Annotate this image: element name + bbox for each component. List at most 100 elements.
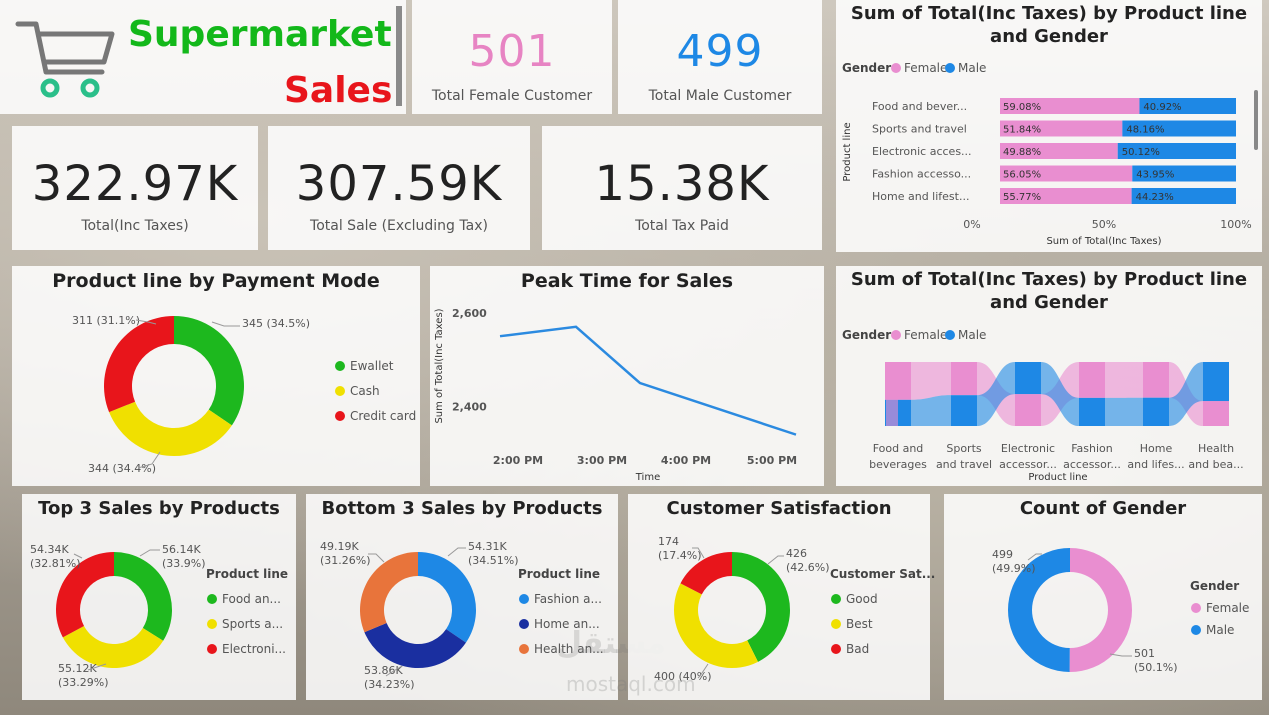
legend-marker (891, 330, 901, 340)
data-label: 501 (1134, 647, 1155, 660)
donut-slice (104, 316, 174, 413)
legend-marker (519, 594, 529, 604)
bar-label-female: 55.77% (1003, 192, 1041, 203)
category-label: Fashion accesso... (872, 168, 971, 181)
leader-line (137, 451, 161, 469)
legend-title: Product line (518, 567, 600, 581)
legend-label: Female (1206, 601, 1249, 615)
header-panel: Supermarket Sales (0, 0, 406, 114)
leader-line (385, 665, 403, 677)
donut-slice (732, 552, 790, 662)
legend-label: Sports a... (222, 617, 283, 631)
kpi-female-label: Total Female Customer (431, 88, 593, 104)
data-label: 344 (34.4%) (88, 462, 156, 475)
legend-label: Bad (846, 642, 869, 656)
satisfaction-donut-chart: Customer Sat... Good Best Bad 426(42.6%) 400 … (654, 535, 935, 683)
donut-slice (418, 552, 476, 643)
data-label: 174 (658, 535, 679, 548)
leader-line (87, 663, 107, 671)
x-axis-label: Product line (1028, 472, 1087, 483)
bar-female (1000, 120, 1123, 137)
donut-slice (360, 552, 418, 633)
bar-female (1000, 165, 1133, 182)
ribbon-bar (1015, 394, 1041, 426)
donut-slice (109, 401, 232, 456)
payment-donut-chart: Ewallet Cash Credit card 345 (34.5%) 311 (31… (72, 314, 416, 475)
category-label: Health (1198, 442, 1234, 455)
kpi-male-label: Total Male Customer (648, 88, 792, 104)
legend-marker (831, 619, 841, 629)
y-axis-label: Sum of Total(Inc Taxes) (434, 308, 445, 423)
category-label: Fashion (1071, 442, 1113, 455)
leader-line (368, 553, 385, 563)
data-label: 311 (31.1%) (72, 314, 140, 327)
line-series (499, 325, 797, 436)
x-tick-label: 5:00 PM (747, 454, 797, 467)
kpi-female-value: 501 (468, 26, 556, 77)
leader-line (73, 553, 83, 559)
legend-marker (1191, 603, 1201, 613)
category-label: Sports and travel (872, 123, 967, 136)
data-label: (34.51%) (468, 554, 519, 567)
x-tick-label: 2:00 PM (493, 454, 543, 467)
category-label: Sports (946, 442, 982, 455)
category-label: Electronic (1001, 442, 1055, 455)
legend-marker (335, 411, 345, 421)
data-label: (33.9%) (162, 557, 206, 570)
top3-donut-chart: Product line Food an... Sports a... Electro… (30, 543, 288, 689)
bottom3-panel: Bottom 3 Sales by Products Product line F… (306, 494, 666, 700)
data-label: 345 (34.5%) (242, 317, 310, 330)
legend-label: Best (846, 617, 873, 631)
category-label: Home (1140, 442, 1173, 455)
bar-male (1139, 98, 1236, 114)
legend-marker (891, 63, 901, 73)
top3-title: Top 3 Sales by Products (38, 498, 280, 519)
kpi-total-sale-value: 307.59K (295, 156, 503, 212)
legend-marker (207, 644, 217, 654)
peak-line-panel: Peak Time for Sales 2,400 2,600 2:00 PM 3:0… (430, 266, 824, 486)
bar-label-male: 48.16% (1126, 125, 1164, 136)
dashboard-title-line2: Sales (284, 70, 393, 111)
data-label: (42.6%) (786, 561, 830, 574)
data-label: (50.1%) (1134, 661, 1178, 674)
category-label: Home and lifest... (872, 190, 969, 203)
x-tick-label: 0% (963, 218, 980, 231)
kpi-total-inc-label: Total(Inc Taxes) (81, 218, 189, 234)
kpi-total-inc-value: 322.97K (31, 156, 239, 212)
data-label: 54.34K (30, 543, 69, 556)
y-tick-label: 2,400 (452, 401, 487, 414)
leader-line (1027, 553, 1042, 561)
gender-bar-chart: Gender Female Male Food and bever... 59.08% 4… (842, 61, 1252, 247)
category-label: accessor... (999, 458, 1057, 471)
data-label: 56.14K (162, 543, 201, 556)
scrollbar[interactable] (1254, 90, 1258, 150)
x-tick-label: 50% (1092, 218, 1116, 231)
ribbon-chart: Gender Female Male Food and beverages Sports a… (842, 328, 1244, 483)
donut-slice (1069, 548, 1132, 672)
bar-label-male: 50.12% (1122, 147, 1160, 158)
shopping-cart-icon (15, 21, 115, 98)
bar-label-male: 44.23% (1136, 192, 1174, 203)
legend-title: Gender (842, 328, 891, 342)
data-label: (33.29%) (58, 676, 109, 689)
gender-count-panel: Count of Gender Gender Female Male 501 (50.1… (944, 494, 1262, 700)
legend-marker (945, 330, 955, 340)
legend-title: Gender (842, 61, 891, 75)
ribbon-bar (1143, 362, 1169, 398)
legend-label: Ewallet (350, 359, 394, 373)
legend-label: Male (958, 61, 986, 75)
ribbon-chart-panel: Sum of Total(Inc Taxes) by Product line … (836, 266, 1262, 486)
legend-label: Female (904, 61, 947, 75)
bottom3-donut-chart: Product line Fashion a... Home an... Health… (320, 540, 604, 691)
leader-line (135, 319, 157, 325)
legend-title: Product line (206, 567, 288, 581)
donut-slice (56, 552, 114, 638)
leader-line (447, 547, 466, 557)
ribbon-lead (886, 362, 898, 426)
bar-female (1000, 143, 1118, 159)
ribbon-link (1105, 362, 1143, 398)
ribbon-bar (1143, 397, 1169, 426)
donut-slice (680, 552, 732, 595)
donut-slice (674, 583, 759, 668)
legend-label: Fashion a... (534, 592, 602, 606)
